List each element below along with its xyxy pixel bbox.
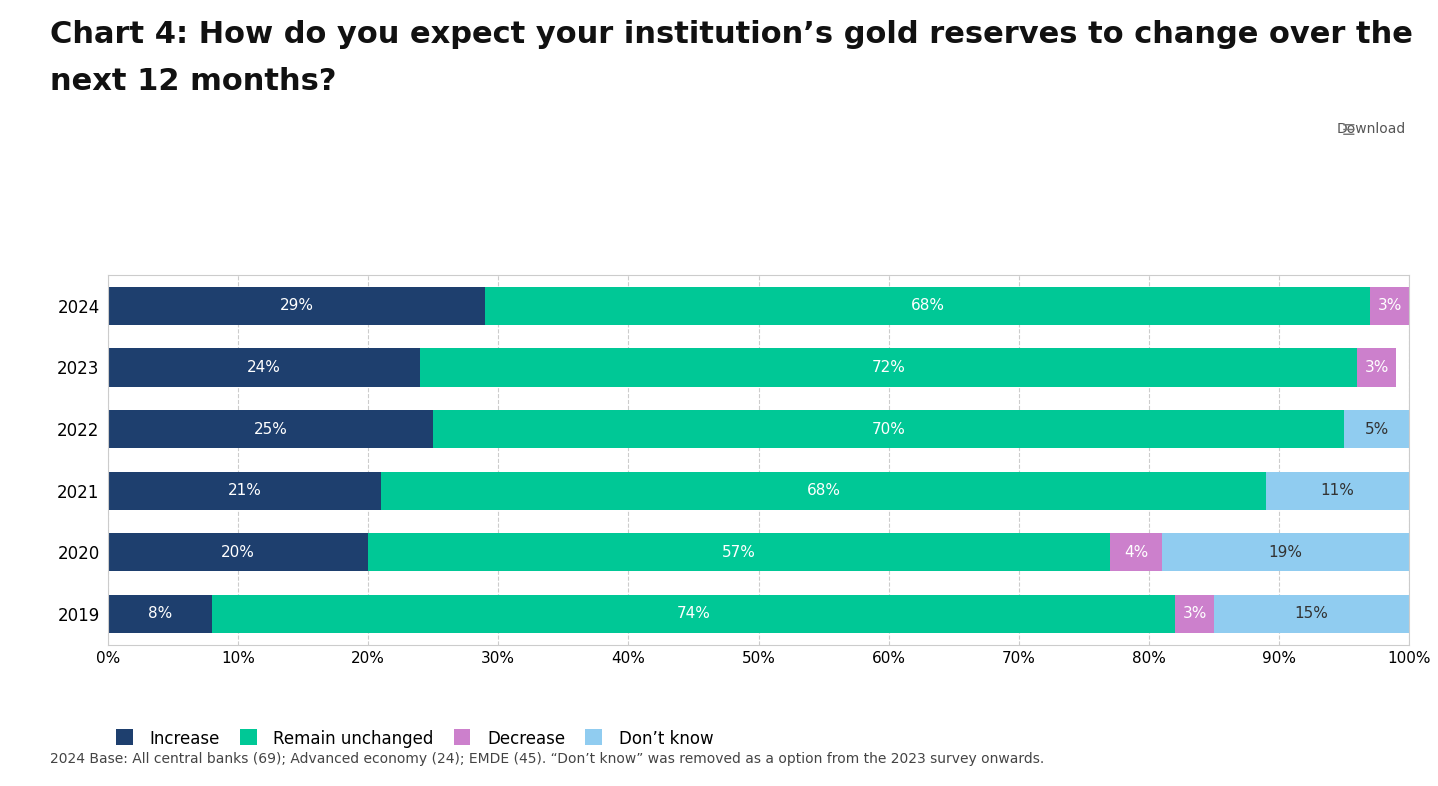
Text: 3%: 3% [1365,360,1389,375]
Bar [1162,533,1409,571]
Bar [1175,595,1214,633]
Text: 8%: 8% [148,606,173,621]
Bar [381,472,1265,509]
Text: Chart 4: How do you expect your institution’s gold reserves to change over the: Chart 4: How do you expect your institut… [50,20,1414,49]
Text: 57%: 57% [722,545,756,560]
Bar [108,287,485,325]
Text: 68%: 68% [807,483,841,498]
Text: 20%: 20% [221,545,255,560]
Bar [420,348,1357,387]
Bar [368,533,1110,571]
Text: Download: Download [1337,122,1406,136]
Text: 68%: 68% [910,299,945,314]
Text: 24%: 24% [247,360,280,375]
Text: 11%: 11% [1320,483,1355,498]
Bar [211,595,1175,633]
Bar [108,348,420,387]
Bar [108,595,211,633]
Bar [1265,472,1409,509]
Bar [485,287,1370,325]
Text: 70%: 70% [871,421,906,436]
Text: 25%: 25% [253,421,288,436]
Bar [1357,348,1396,387]
Text: 72%: 72% [871,360,906,375]
Text: 5%: 5% [1365,421,1389,436]
Bar [1110,533,1162,571]
Text: next 12 months?: next 12 months? [50,67,336,96]
Text: ☰: ☰ [1342,123,1355,138]
Text: 19%: 19% [1268,545,1303,560]
Text: 29%: 29% [279,299,313,314]
Bar [108,533,368,571]
Bar [1345,410,1409,448]
Bar [1370,287,1409,325]
Bar [433,410,1345,448]
Bar [108,472,381,509]
Text: 3%: 3% [1182,606,1206,621]
Text: 74%: 74% [676,606,710,621]
Text: 15%: 15% [1294,606,1329,621]
Legend: Increase, Remain unchanged, Decrease, Don’t know: Increase, Remain unchanged, Decrease, Do… [109,723,720,755]
Text: 2024 Base: All central banks (69); Advanced economy (24); EMDE (45). “Don’t know: 2024 Base: All central banks (69); Advan… [50,752,1044,766]
Text: 4%: 4% [1125,545,1148,560]
Bar [1214,595,1409,633]
Text: 21%: 21% [227,483,262,498]
Bar [108,410,433,448]
Text: 3%: 3% [1378,299,1402,314]
